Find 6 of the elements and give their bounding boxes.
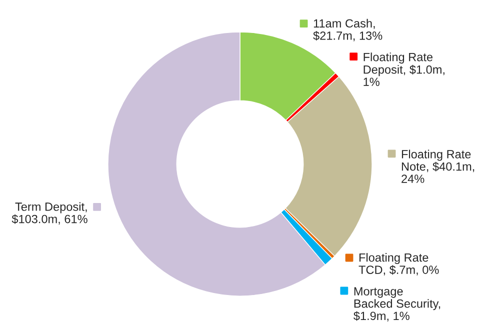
legend-label: Floating Rate Note, $40.1m, 24% (402, 150, 474, 183)
slice-label: Term Deposit, $103.0m, 61% (12, 202, 88, 225)
legend-label: Floating Rate Deposit, $1.0m, 1% (364, 52, 444, 86)
legend-label: Mortgage Backed Security, $1.9m, 1% (354, 287, 440, 322)
legend-label: Floating Rate TCD, $.7m, 0% (358, 253, 439, 276)
legend-label: 11am Cash, $21.7m, 13% (313, 18, 382, 42)
